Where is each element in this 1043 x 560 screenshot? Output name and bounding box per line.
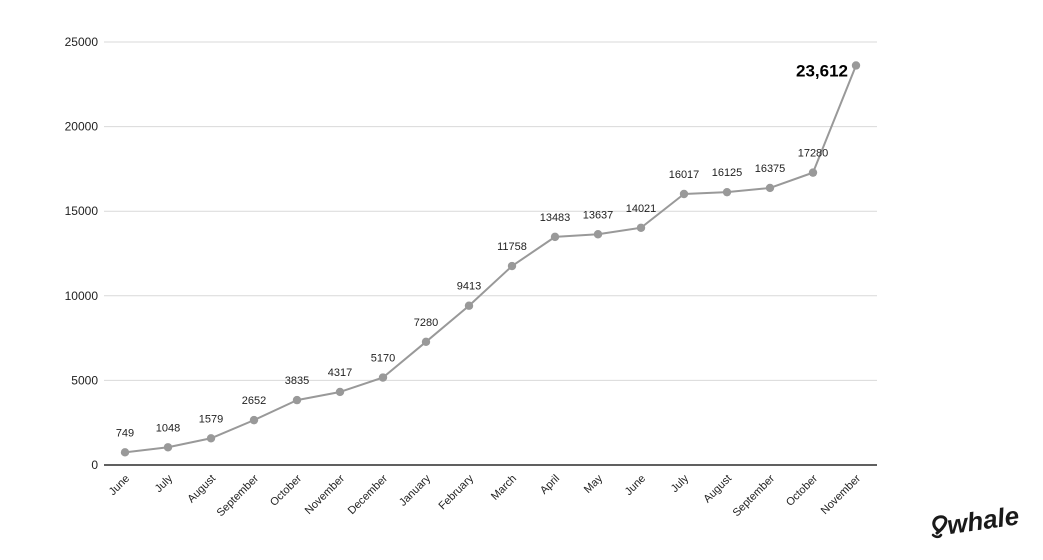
data-label: 11758 xyxy=(497,241,527,253)
x-tick-label: July xyxy=(153,472,176,495)
data-label: 1048 xyxy=(156,422,180,434)
grid-lines xyxy=(104,41,877,381)
x-tick-label: February xyxy=(437,472,477,512)
data-point xyxy=(550,232,560,242)
y-tick-label: 10000 xyxy=(65,289,99,303)
data-labels: 749 1048 1579 2652 3835 4317 5170 7280 9413 11758… xyxy=(116,61,848,439)
y-tick-label: 5000 xyxy=(71,373,98,387)
swhale-logo-icon: whale xyxy=(925,491,1033,543)
x-tick-label: June xyxy=(623,473,648,498)
data-label: 9413 xyxy=(457,281,481,293)
data-point xyxy=(249,415,259,425)
data-point xyxy=(593,230,603,239)
data-point xyxy=(507,261,517,271)
series-line xyxy=(124,65,857,454)
data-point xyxy=(808,168,818,177)
y-tick-label: 25000 xyxy=(65,35,99,49)
x-tick-label: June xyxy=(107,473,132,498)
x-tick-label: October xyxy=(784,472,820,508)
x-tick-label: November xyxy=(303,472,348,517)
x-tick-label: November xyxy=(819,472,864,517)
y-tick-label: 0 xyxy=(91,458,98,472)
data-label: 1579 xyxy=(199,413,223,425)
x-tick-label: January xyxy=(397,472,434,509)
data-label: 23,612 xyxy=(796,61,848,80)
data-point xyxy=(206,434,216,443)
data-point xyxy=(722,187,732,197)
data-point xyxy=(163,443,173,452)
data-label: 749 xyxy=(116,427,134,439)
x-tick-label: September xyxy=(215,472,262,519)
data-label: 13483 xyxy=(540,212,571,224)
data-label: 5170 xyxy=(371,353,395,365)
data-label: 16125 xyxy=(712,167,743,179)
x-tick-label: October xyxy=(268,472,304,508)
data-points xyxy=(120,61,861,457)
series-polyline xyxy=(124,65,857,454)
data-point xyxy=(421,337,431,347)
data-label: 16017 xyxy=(669,169,700,181)
data-label: 3835 xyxy=(285,375,309,387)
data-point xyxy=(292,395,302,405)
data-point xyxy=(851,61,861,70)
data-label: 16375 xyxy=(755,163,786,175)
y-tick-label: 20000 xyxy=(65,120,99,134)
data-label: 14021 xyxy=(626,203,657,215)
data-point xyxy=(765,183,775,193)
x-tick-label: August xyxy=(185,473,218,506)
x-tick-label: March xyxy=(489,473,519,503)
y-tick-label: 15000 xyxy=(65,204,99,218)
data-label: 4317 xyxy=(328,367,352,379)
y-axis-ticks: 0 5000 10000 15000 20000 25000 xyxy=(65,35,99,472)
x-tick-label: August xyxy=(701,473,734,506)
x-tick-label: July xyxy=(669,472,692,495)
data-point xyxy=(679,189,689,199)
data-point xyxy=(636,223,646,232)
data-point xyxy=(120,448,130,457)
data-label: 7280 xyxy=(414,317,438,329)
x-tick-label: April xyxy=(538,473,562,497)
x-tick-label: May xyxy=(582,472,606,496)
data-label: 13637 xyxy=(583,209,614,221)
data-point xyxy=(378,373,388,382)
data-point xyxy=(335,387,345,397)
x-tick-label: September xyxy=(731,472,778,519)
x-tick-label: December xyxy=(346,472,391,517)
data-point xyxy=(464,301,474,310)
svg-text:whale: whale xyxy=(945,500,1021,540)
data-label: 17280 xyxy=(798,148,829,160)
data-label: 2652 xyxy=(242,395,266,407)
